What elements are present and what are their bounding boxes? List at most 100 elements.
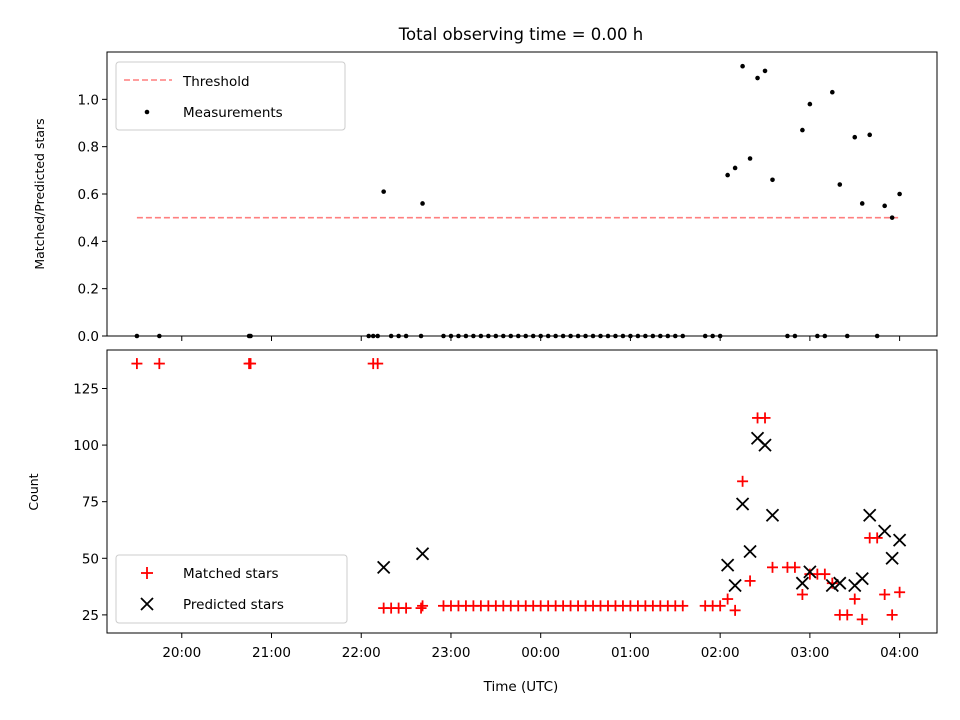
matched-stars-point xyxy=(841,609,853,621)
predicted-stars-point xyxy=(743,544,757,559)
top-y-tick-label: 0.2 xyxy=(78,282,99,298)
top-legend: Threshold Measurements xyxy=(115,61,346,131)
measurements-point xyxy=(732,165,738,171)
matched-stars-point xyxy=(759,412,771,424)
figure-title: Total observing time = 0.00 h xyxy=(398,25,643,44)
predicted-stars-point xyxy=(803,565,817,579)
measurements-point xyxy=(755,75,760,81)
bottom-axes-frame xyxy=(106,349,938,634)
predicted-stars-point xyxy=(863,508,877,522)
measurements-point xyxy=(762,68,768,74)
x-tick-label: 01:00 xyxy=(611,645,650,661)
top-y-tick-label: 0.6 xyxy=(78,187,99,203)
matched-stars-point xyxy=(789,561,801,573)
measurements-point xyxy=(867,132,873,138)
measurements-point xyxy=(725,172,730,178)
predicted-stars-point xyxy=(758,438,772,452)
measurements-point xyxy=(897,191,902,197)
bottom-x-axis: 20:00 21:00 22:00 23:00 00:00 01:00 02:00 03:00… xyxy=(162,633,919,661)
predicted-stars-point xyxy=(415,547,430,561)
matched-stars-point xyxy=(400,602,412,614)
top-y-tick-label: 1.0 xyxy=(78,92,99,108)
x-tick-label: 04:00 xyxy=(880,645,919,661)
bottom-y-axis-label: Count xyxy=(26,473,41,510)
matched-stars-point xyxy=(849,593,861,605)
matched-stars-point xyxy=(879,589,891,601)
matched-stars-point xyxy=(856,613,868,625)
x-tick-label: 23:00 xyxy=(432,645,471,661)
measurements-legend-label: Measurements xyxy=(183,105,283,121)
matched-stars-point xyxy=(415,602,427,614)
measurements-point xyxy=(770,177,775,183)
matched-stars-point xyxy=(131,358,143,370)
predicted-stars-point xyxy=(795,576,810,590)
bottom-legend: Matched stars Predicted stars xyxy=(115,554,348,624)
x-tick-label: 02:00 xyxy=(701,645,740,661)
matched-stars-point xyxy=(744,575,756,587)
x-axis-label: Time (UTC) xyxy=(483,679,559,695)
matched-legend-label: Matched stars xyxy=(183,566,279,582)
count-points xyxy=(131,358,907,625)
predicted-stars-point xyxy=(825,578,839,593)
matched-stars-point xyxy=(826,577,838,589)
predicted-stars-point xyxy=(833,576,847,590)
predicted-stars-point xyxy=(720,558,735,572)
threshold-legend-label: Threshold xyxy=(182,74,250,90)
matched-stars-point xyxy=(737,475,749,487)
measurements-point xyxy=(859,201,865,206)
top-x-axis xyxy=(181,336,901,341)
measurements-point xyxy=(837,182,843,187)
matched-stars-point xyxy=(894,586,906,598)
measurements-point xyxy=(420,201,425,206)
bottom-y-tick-label: 75 xyxy=(82,495,99,511)
predicted-stars-point xyxy=(735,497,750,511)
top-y-axis-label: Matched/Predicted stars xyxy=(32,118,47,269)
matched-stars-point xyxy=(677,600,689,612)
predicted-legend-marker xyxy=(140,597,154,611)
top-y-axis: 0.0 0.2 0.4 0.6 0.8 1.0 xyxy=(78,92,107,345)
predicted-stars-point xyxy=(728,578,742,593)
bottom-legend-box xyxy=(115,554,348,624)
top-y-tick-label: 0.0 xyxy=(78,329,99,345)
measurements-point xyxy=(800,127,805,133)
ratio-panel: 0.0 0.2 0.4 0.6 0.8 1.0 Matched/Predicted sta… xyxy=(32,51,938,345)
matched-stars-point xyxy=(417,600,429,612)
predicted-stars-point xyxy=(878,524,892,538)
measurements-point xyxy=(807,101,813,107)
measurements-point xyxy=(747,156,753,161)
bottom-y-axis: 25 50 75 100 125 xyxy=(73,381,107,624)
top-legend-box xyxy=(115,61,346,131)
bottom-y-tick-label: 25 xyxy=(82,608,99,624)
measurements-legend-marker xyxy=(144,109,150,115)
measurements-point xyxy=(830,89,835,95)
matched-stars-point xyxy=(871,532,883,544)
measurements-point xyxy=(889,215,895,220)
matched-stars-point xyxy=(729,604,741,616)
measurements-point xyxy=(852,134,858,140)
matched-stars-point xyxy=(766,561,778,573)
predicted-legend-label: Predicted stars xyxy=(183,597,284,613)
bottom-y-tick-label: 50 xyxy=(82,551,99,567)
matched-stars-point xyxy=(886,609,898,621)
measurements-point xyxy=(882,203,887,209)
top-y-tick-label: 0.4 xyxy=(78,234,99,250)
predicted-stars-point xyxy=(892,533,907,547)
matched-stars-point xyxy=(153,358,165,370)
matched-stars-point xyxy=(245,358,257,370)
measurements-point xyxy=(740,63,745,69)
predicted-stars-point xyxy=(377,560,391,574)
x-tick-label: 22:00 xyxy=(342,645,381,661)
x-tick-label: 03:00 xyxy=(790,645,829,661)
x-tick-label: 00:00 xyxy=(521,645,560,661)
measurements-point xyxy=(381,189,386,194)
matched-stars-point xyxy=(796,589,808,601)
matched-stars-point xyxy=(372,358,384,370)
matched-stars-point xyxy=(714,600,726,612)
matched-stars-point xyxy=(722,593,734,605)
x-tick-label: 21:00 xyxy=(252,645,291,661)
matched-stars-point xyxy=(819,568,831,580)
count-panel: 25 50 75 100 125 20:00 21:00 22:00 23:00 00:00 01… xyxy=(26,349,938,661)
x-tick-label: 20:00 xyxy=(162,645,201,661)
bottom-y-tick-label: 100 xyxy=(73,438,99,454)
